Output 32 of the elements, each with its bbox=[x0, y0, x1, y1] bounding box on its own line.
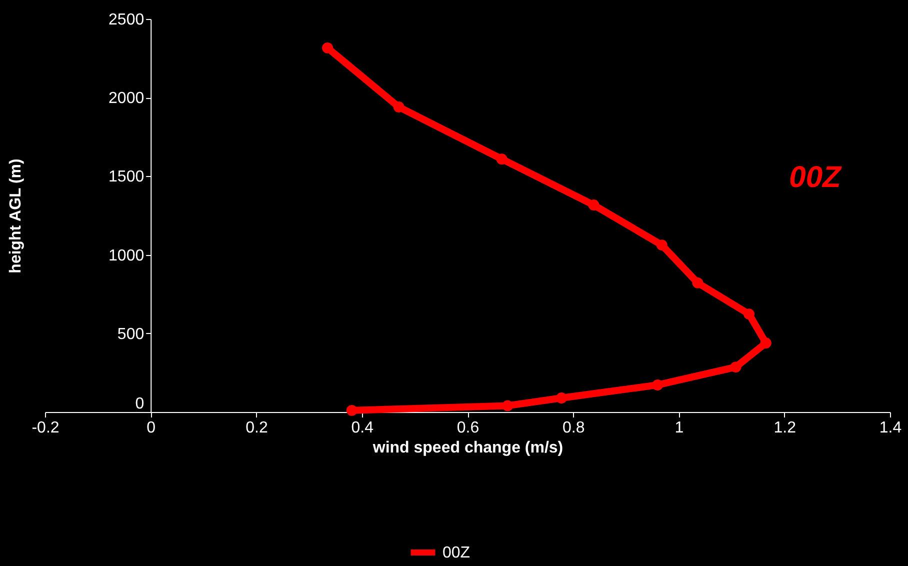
x-tick-label: 1.4 bbox=[879, 420, 902, 436]
x-tick-label: 0.6 bbox=[456, 420, 480, 436]
x-tick-label: 0.8 bbox=[562, 420, 585, 436]
y-tick-label: 1500 bbox=[108, 168, 144, 186]
y-tick-label: 1000 bbox=[108, 247, 144, 264]
point bbox=[322, 42, 334, 54]
point bbox=[393, 102, 404, 112]
x-tick-label: 0 bbox=[146, 420, 156, 436]
y-tick-label: 0 bbox=[135, 396, 144, 412]
x-tick-label: 0.4 bbox=[351, 420, 374, 436]
point bbox=[730, 362, 742, 373]
point bbox=[692, 277, 704, 288]
x-axis-title: wind speed change (m/s) bbox=[372, 440, 564, 456]
point bbox=[652, 379, 664, 390]
y-axis-title: height AGL (m) bbox=[8, 158, 25, 274]
point bbox=[346, 404, 358, 416]
point bbox=[556, 392, 567, 404]
point bbox=[496, 154, 508, 165]
point bbox=[588, 200, 600, 210]
annotation: 00Z bbox=[789, 161, 843, 194]
legend-label: 00Z bbox=[442, 544, 470, 562]
x-tick-label: 1 bbox=[674, 420, 684, 436]
y-tick-label: 500 bbox=[117, 326, 144, 343]
point bbox=[744, 308, 754, 320]
x-tick-label: 0.2 bbox=[246, 420, 268, 436]
point bbox=[502, 400, 514, 412]
point bbox=[656, 240, 668, 251]
point bbox=[760, 338, 772, 348]
x-tick-label: 1.2 bbox=[774, 420, 796, 436]
x-tick-label: -0.2 bbox=[32, 420, 60, 436]
y-tick-label: 2500 bbox=[108, 12, 144, 28]
y-tick-label: 2000 bbox=[108, 90, 144, 108]
